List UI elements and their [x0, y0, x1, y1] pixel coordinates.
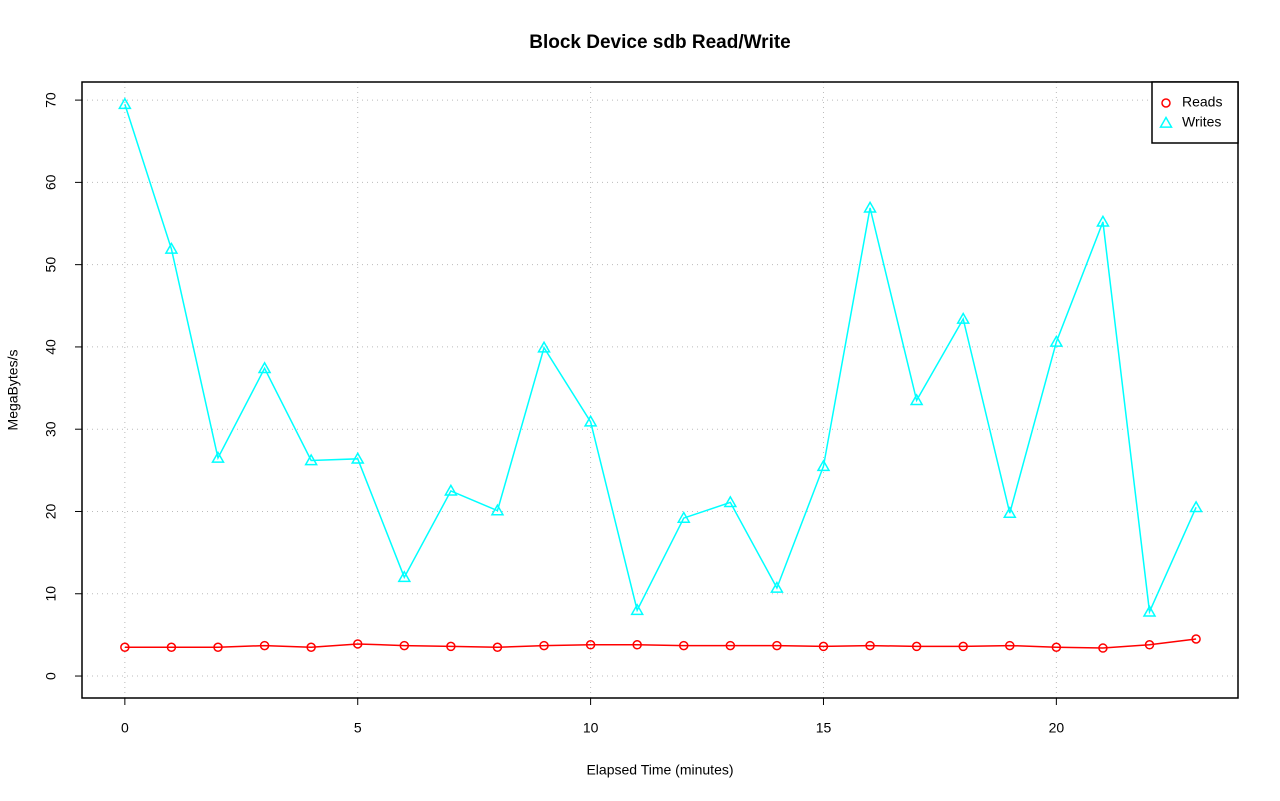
- y-tick-label: 20: [43, 503, 59, 519]
- data-point: [770, 580, 784, 593]
- data-point: [306, 642, 316, 652]
- data-point: [1002, 506, 1017, 519]
- data-point: [1144, 640, 1155, 650]
- data-point: [958, 641, 968, 652]
- data-point: [257, 361, 272, 374]
- data-point: [583, 414, 598, 427]
- data-point: [352, 639, 363, 649]
- y-tick-label: 50: [43, 257, 59, 273]
- data-point: [492, 642, 503, 652]
- data-point: [909, 393, 924, 406]
- data-point: [444, 483, 458, 496]
- data-point: [632, 640, 642, 650]
- x-tick-label: 15: [816, 720, 832, 736]
- data-point: [1005, 640, 1015, 651]
- data-point: [259, 640, 270, 651]
- data-point: [397, 570, 412, 583]
- data-point: [816, 459, 831, 472]
- legend-marker: [1159, 115, 1173, 128]
- data-point: [865, 640, 875, 651]
- data-point: [911, 641, 922, 652]
- data-point: [537, 340, 551, 353]
- data-point: [1142, 604, 1157, 617]
- y-axis-label: MegaBytes/s: [5, 350, 21, 431]
- data-point: [585, 640, 596, 650]
- x-tick-label: 5: [354, 720, 362, 736]
- data-point: [350, 451, 365, 464]
- y-tick-label: 10: [43, 586, 59, 602]
- data-point: [676, 511, 691, 523]
- plot-frame: [81, 81, 1239, 699]
- x-tick-label: 0: [121, 720, 129, 736]
- y-tick-label: 70: [43, 92, 59, 108]
- data-point: [1191, 634, 1201, 644]
- data-point: [164, 242, 179, 254]
- data-point: [539, 640, 549, 651]
- y-tick-label: 60: [43, 174, 59, 190]
- data-point: [446, 641, 456, 652]
- data-point: [772, 640, 782, 651]
- x-tick-label: 10: [583, 720, 599, 736]
- data-point: [818, 641, 829, 652]
- data-point: [679, 640, 689, 651]
- series-line: [124, 638, 1197, 649]
- y-tick-label: 30: [43, 421, 59, 437]
- data-point: [213, 642, 223, 652]
- legend-marker: [1161, 98, 1171, 108]
- data-point: [725, 640, 736, 651]
- data-point: [211, 450, 225, 463]
- data-point: [1189, 500, 1203, 513]
- data-point: [1096, 214, 1110, 227]
- data-point: [1051, 642, 1062, 652]
- data-point: [630, 603, 644, 616]
- legend-label: Reads: [1182, 94, 1222, 110]
- data-point: [1049, 334, 1064, 347]
- legend-label: Writes: [1182, 114, 1221, 130]
- y-tick-label: 0: [43, 672, 59, 680]
- legend-box: [1151, 81, 1239, 144]
- data-point: [120, 642, 130, 652]
- y-tick-label: 40: [43, 339, 59, 355]
- data-point: [166, 642, 177, 652]
- x-axis-label: Elapsed Time (minutes): [586, 762, 733, 778]
- chart-title: Block Device sdb Read/Write: [529, 32, 791, 53]
- data-point: [490, 503, 505, 516]
- data-point: [118, 97, 132, 110]
- data-point: [304, 453, 318, 466]
- data-point: [1098, 643, 1108, 653]
- x-tick-label: 20: [1049, 720, 1065, 736]
- data-point: [956, 311, 970, 324]
- data-point: [863, 200, 877, 213]
- series-line: [124, 103, 1197, 615]
- data-point: [399, 640, 410, 651]
- data-point: [723, 495, 738, 508]
